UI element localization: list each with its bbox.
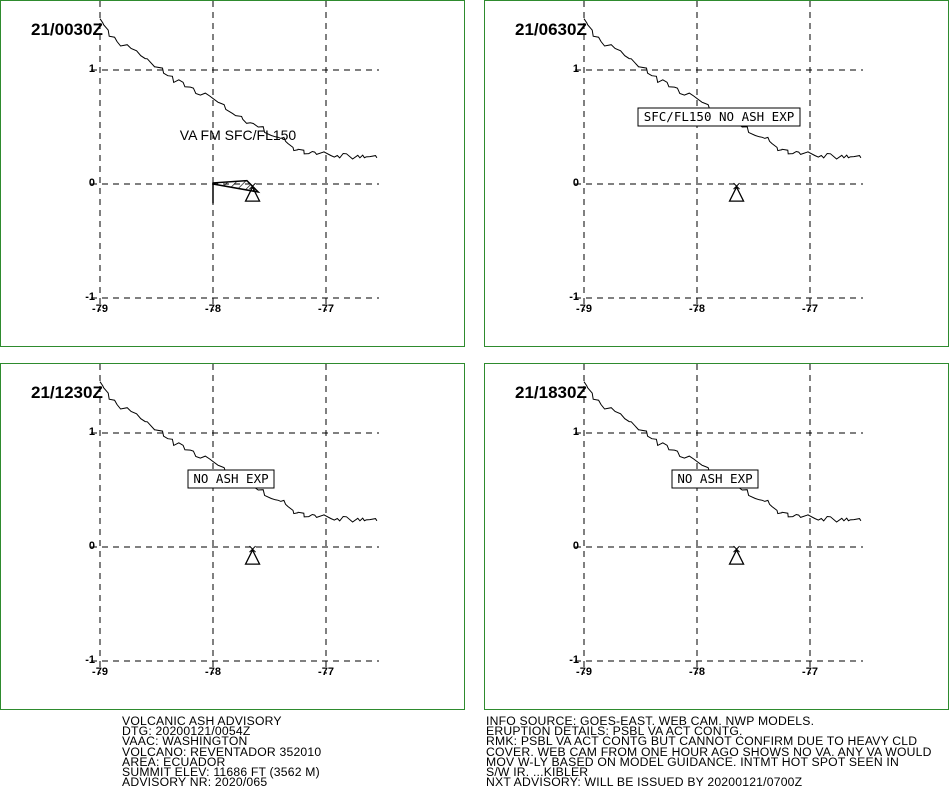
advisory-info-left: VOLCANIC ASH ADVISORY DTG: 20200121/0054Z… [122, 714, 322, 790]
volcano-triangle-icon [728, 545, 745, 565]
map-canvas: -79 -78 -77 1 0 -1 21/1230Z NO ASH EXP [31, 364, 379, 678]
lon-tick-label: -77 [318, 303, 334, 315]
lon-tick-label: -79 [92, 303, 108, 315]
advisory-line: DTG: 20200121/0054Z [122, 724, 251, 739]
lon-tick-label: -78 [205, 666, 221, 678]
lat-tick-label: -1 [85, 291, 95, 303]
lat-tick-label: 1 [573, 63, 579, 75]
panel-1230z: -79 -78 -77 1 0 -1 21/1230Z NO ASH EXP [0, 363, 465, 710]
ash-forecast-label: NO ASH EXP [193, 471, 268, 486]
lat-tick-label: -1 [85, 654, 95, 666]
lat-tick-label: 0 [89, 177, 95, 189]
coastline [583, 381, 862, 523]
advisory-line: ERUPTION DETAILS: PSBL VA ACT CONTG. [486, 724, 743, 739]
lon-tick-label: -79 [92, 666, 108, 678]
advisory-line: INFO SOURCE: GOES-EAST. WEB CAM. NWP MOD… [486, 714, 815, 728]
valid-time-label: 21/1830Z [515, 383, 587, 402]
advisory-line: VOLCANIC ASH ADVISORY [122, 714, 282, 728]
advisory-line: RMK: PSBL VA ACT CONTG BUT CANNOT CONFIR… [486, 734, 918, 749]
valid-time-label: 21/0630Z [515, 20, 587, 39]
lon-tick-label: -78 [689, 666, 705, 678]
lon-tick-label: -77 [802, 303, 818, 315]
ash-forecast-label-box [637, 107, 801, 127]
ash-forecast-label: SFC/FL150 NO ASH EXP [644, 109, 795, 124]
lon-tick-label: -78 [205, 303, 221, 315]
advisory-line: S/W IR. ...KIBLER [486, 764, 589, 779]
map-canvas: -79 -78 -77 1 0 -1 21/1830Z NO ASH EXP [515, 364, 863, 678]
lat-tick-label: -1 [569, 291, 579, 303]
volcano-triangle-icon [728, 182, 745, 202]
volcano-triangle-icon [244, 182, 261, 202]
map-canvas: -79 -78 -77 1 0 -1 21/0630Z SFC/FL150 NO ASH EX… [515, 1, 863, 315]
advisory-info-right: INFO SOURCE: GOES-EAST. WEB CAM. NWP MOD… [486, 714, 932, 790]
panel-1830z: -79 -78 -77 1 0 -1 21/1830Z NO ASH EXP [484, 363, 949, 710]
ash-cloud-polygon [212, 179, 261, 204]
ash-forecast-label-box [187, 469, 275, 489]
advisory-line: NXT ADVISORY: WILL BE ISSUED BY 20200121… [486, 775, 803, 790]
advisory-line: ADVISORY NR: 2020/065 [122, 775, 268, 790]
lon-tick-label: -78 [689, 303, 705, 315]
advisory-line: COVER. WEB CAM FROM ONE HOUR AGO SHOWS N… [486, 744, 932, 759]
ash-forecast-label: VA FM SFC/FL150 [180, 127, 297, 143]
lat-tick-label: 0 [89, 540, 95, 552]
lat-tick-label: 1 [89, 63, 95, 75]
lon-tick-label: -79 [576, 303, 592, 315]
valid-time-label: 21/0030Z [31, 20, 103, 39]
lon-tick-label: -77 [802, 666, 818, 678]
ash-forecast-label-box [671, 469, 759, 489]
panel-0030z: -79 -78 -77 1 0 -1 21/0030Z VA FM SFC/FL150 [0, 0, 465, 347]
valid-time-label: 21/1230Z [31, 383, 103, 402]
advisory-line: MOV W-LY BASED ON MODEL GUIDANCE. INTMT … [486, 754, 899, 769]
advisory-line: VAAC: WASHINGTON [122, 734, 248, 749]
lat-tick-label: 1 [573, 426, 579, 438]
coastline [99, 381, 378, 523]
volcano-triangle-icon [244, 545, 261, 565]
lon-tick-label: -79 [576, 666, 592, 678]
lat-tick-label: 0 [573, 540, 579, 552]
map-canvas: -79 -78 -77 1 0 -1 21/0030Z VA FM SFC/FL150 [31, 1, 379, 315]
lon-tick-label: -77 [318, 666, 334, 678]
coastline [583, 18, 862, 160]
advisory-line: AREA: ECUADOR [122, 754, 226, 769]
lat-tick-label: 1 [89, 426, 95, 438]
advisory-line: VOLCANO: REVENTADOR 352010 [122, 744, 322, 759]
lat-tick-label: 0 [573, 177, 579, 189]
coastline [99, 18, 378, 160]
advisory-line: SUMMIT ELEV: 11686 FT (3562 M) [122, 764, 320, 779]
ash-forecast-label: NO ASH EXP [677, 471, 752, 486]
panel-0630z: -79 -78 -77 1 0 -1 21/0630Z SFC/FL150 NO ASH EX… [484, 0, 949, 347]
lat-tick-label: -1 [569, 654, 579, 666]
